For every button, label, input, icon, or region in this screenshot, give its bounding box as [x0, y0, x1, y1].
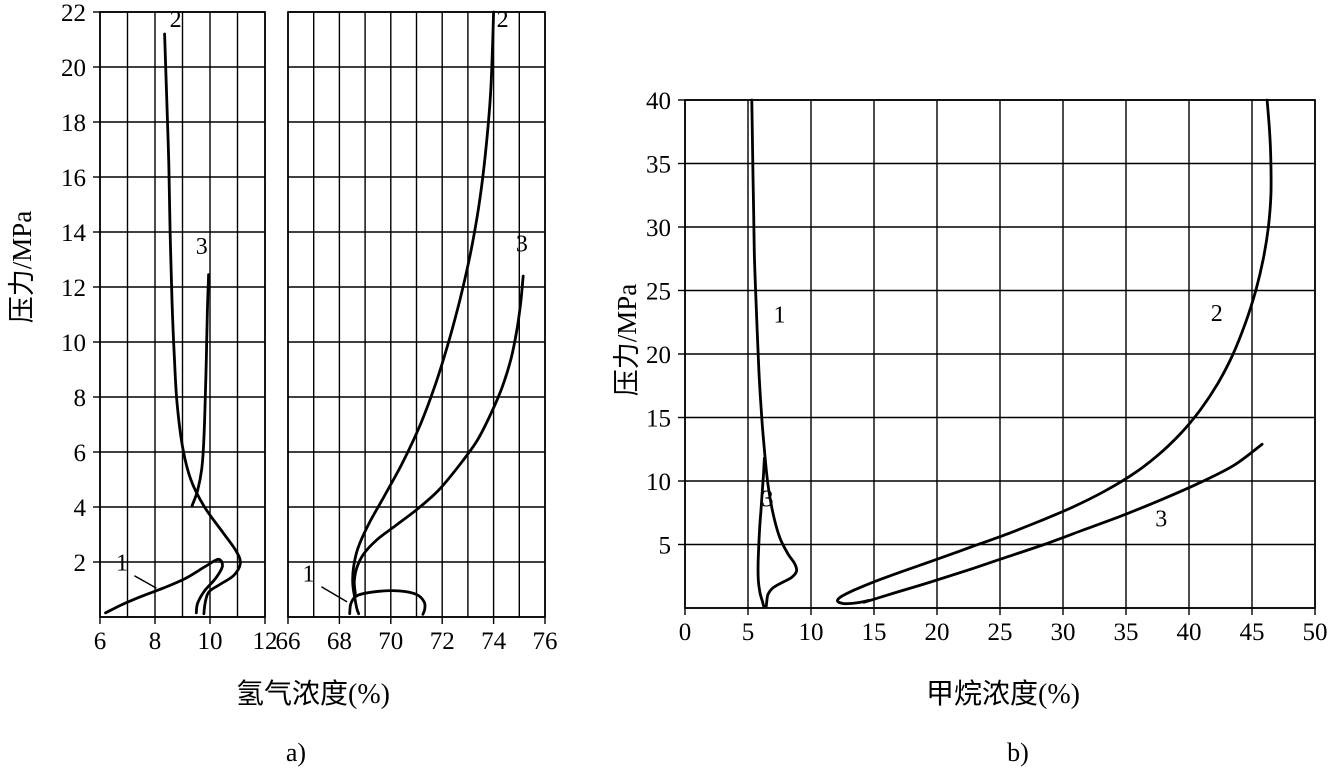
- y-tick-label: 40: [646, 88, 671, 115]
- y-tick-label: 22: [61, 0, 86, 27]
- x-tick-label: 35: [1114, 619, 1139, 646]
- x-tick-label: 40: [1177, 619, 1202, 646]
- curve-2: [351, 10, 495, 616]
- curve-1-label: 1: [303, 561, 315, 587]
- y-tick-label: 25: [646, 279, 671, 306]
- figure-b: 0 5 10 15 20 25 30 35 40 45 50 1 3 2 3 5 10 15 20 25 30 35 40 …: [600, 0, 1333, 770]
- y-tick-label: 5: [659, 533, 672, 560]
- figure-a: 6 8 10 12 1 2 3 66 68 70 72 74 76 1 2 3 2 4 6 8 10 12 14 16 18 20…: [0, 0, 600, 770]
- y-tick-label: 10: [61, 330, 86, 357]
- curve-3-label: 3: [196, 234, 208, 260]
- x-tick-label: 76: [533, 628, 558, 655]
- curve-1: [104, 557, 224, 615]
- x-tick-label: 70: [378, 628, 403, 655]
- y-tick-label: 10: [646, 469, 671, 496]
- x-tick-label: 12: [253, 628, 278, 655]
- curve-2-label: 2: [497, 7, 509, 33]
- y-tick-label: 35: [646, 152, 671, 179]
- x-tick-label: 6: [94, 628, 107, 655]
- y-tick-label: 14: [61, 220, 87, 247]
- x-tick-label: 10: [799, 619, 824, 646]
- chart-a-x-axis-label: 氢气浓度(%): [236, 679, 390, 710]
- y-tick-label: 6: [74, 440, 87, 467]
- x-tick-label: 5: [742, 619, 755, 646]
- curve-2-label: 2: [170, 7, 182, 33]
- curve-3a-label: 3: [762, 486, 774, 512]
- chart-b-y-axis-label: 压力/MPa: [612, 283, 642, 397]
- curve-3b: [862, 442, 1264, 604]
- x-tick-label: 25: [988, 619, 1013, 646]
- x-tick-label: 20: [925, 619, 950, 646]
- x-tick-label: 68: [327, 628, 352, 655]
- curve-1-label: 1: [774, 302, 786, 328]
- x-tick-label: 74: [481, 628, 507, 655]
- curve-3: [190, 273, 210, 507]
- y-tick-label: 20: [61, 55, 86, 82]
- curve-2: [163, 32, 242, 616]
- curve-1-label: 1: [116, 550, 128, 576]
- x-tick-label: 10: [198, 628, 223, 655]
- x-tick-label: 0: [679, 619, 692, 646]
- curve-1: [750, 98, 799, 608]
- curve-1-leader-line: [321, 586, 348, 603]
- plot-frame: [99, 11, 266, 618]
- curve-3b-label: 3: [1155, 507, 1167, 533]
- plot-frame: [287, 11, 546, 618]
- chart-b-x-axis-label: 甲烷浓度(%): [926, 679, 1080, 710]
- x-tick-label: 8: [149, 628, 162, 655]
- curve-1: [348, 589, 427, 616]
- curve-1-leader-line: [134, 575, 157, 589]
- chart-b-caption: b): [1007, 738, 1029, 767]
- y-tick-label: 16: [61, 165, 86, 192]
- curve-2-label: 2: [1211, 301, 1223, 327]
- x-tick-label: 72: [430, 628, 455, 655]
- curve-3: [352, 274, 525, 595]
- y-tick-label: 20: [646, 342, 671, 369]
- y-tick-label: 18: [61, 110, 86, 137]
- y-tick-label: 2: [74, 550, 87, 577]
- x-tick-label: 45: [1240, 619, 1265, 646]
- chart-a-caption: a): [285, 738, 307, 767]
- x-tick-label: 15: [862, 619, 887, 646]
- y-tick-label: 30: [646, 215, 671, 242]
- curve-3a: [756, 456, 766, 608]
- y-tick-label: 12: [61, 275, 86, 302]
- y-tick-label: 4: [74, 495, 87, 522]
- y-tick-label: 8: [74, 385, 87, 412]
- y-tick-label: 15: [646, 406, 671, 433]
- x-tick-label: 30: [1051, 619, 1076, 646]
- curve-3-label: 3: [516, 231, 528, 257]
- x-tick-label: 50: [1303, 619, 1328, 646]
- x-tick-label: 66: [276, 628, 301, 655]
- curve-2: [836, 98, 1273, 606]
- chart-a-y-axis-label: 压力/MPa: [7, 210, 37, 324]
